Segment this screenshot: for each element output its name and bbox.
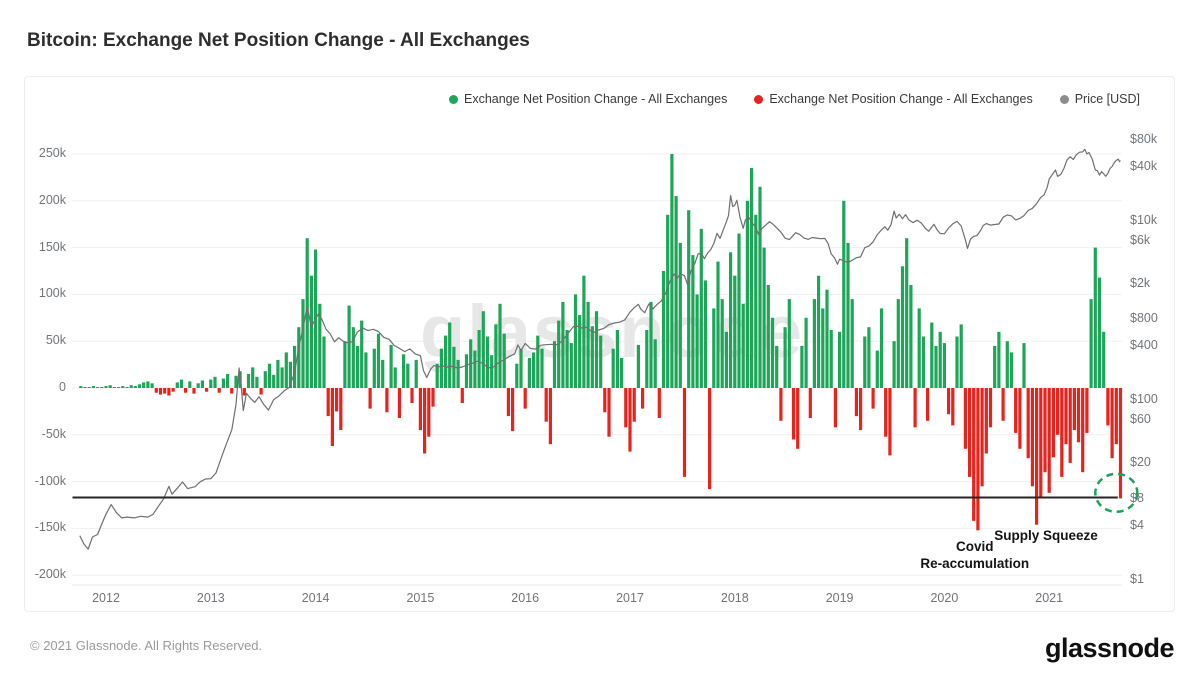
axis-tick-label: 2018 [720,591,749,605]
axis-tick-label: $4 [1130,517,1144,532]
legend-item-net-position-negative[interactable]: Exchange Net Position Change - All Excha… [754,92,1033,106]
axis-tick-label: 150k [38,239,66,254]
axis-tick-label: 2020 [930,591,959,605]
axis-tick-label: $100 [1130,392,1158,407]
axis-tick-label: 2013 [196,591,225,605]
axis-tick-label: 0 [59,380,66,394]
axis-tick-label: $2k [1130,275,1151,290]
axis-tick-label: 2019 [825,591,854,605]
axis-tick-label: 2016 [511,591,540,605]
axis-tick-label: 2014 [301,591,330,605]
net-position-bars [79,154,1123,531]
axis-tick-label: $20 [1130,455,1151,470]
axis-tick-label: $1 [1130,571,1144,586]
legend-label: Exchange Net Position Change - All Excha… [769,92,1033,106]
chart-legend: Exchange Net Position Change - All Excha… [24,92,1158,106]
legend-dot-red [754,94,764,104]
axis-tick-label: $800 [1130,311,1158,326]
annotation-supply-squeeze: Supply Squeeze [994,528,1098,543]
axis-tick-label: -100k [34,473,66,488]
legend-item-net-position-positive[interactable]: Exchange Net Position Change - All Excha… [448,92,728,106]
axis-tick-label: $80k [1130,131,1158,146]
axis-tick-label: $60 [1130,412,1151,427]
axis-tick-label: 250k [38,146,66,160]
glassnode-logo: glassnode [1044,633,1175,663]
copyright-text: © 2021 Glassnode. All Rights Reserved. [30,638,263,653]
legend-label: Exchange Net Position Change - All Excha… [463,92,728,106]
axis-tick-label: -200k [34,567,66,582]
axis-tick-label: $40k [1130,159,1158,173]
axis-tick-label: 2021 [1035,591,1064,605]
price-line [79,148,1121,550]
highlight-circle-annotation [1094,472,1139,514]
axis-tick-label: 50k [45,333,66,348]
axis-tick-label: $10k [1130,213,1158,227]
axis-tick-label: 100k [38,286,66,301]
legend-dot-gray [1059,94,1069,104]
axis-tick-label: 2015 [406,591,435,605]
axis-tick-label: 200k [38,192,66,207]
legend-label: Price [USD] [1074,92,1140,106]
axis-tick-label: 2012 [92,591,120,605]
axis-tick-label: $400 [1130,338,1158,353]
legend-dot-green [448,94,458,104]
axis-tick-label: 2017 [616,591,644,605]
axis-tick-label: $8 [1130,490,1144,505]
axis-tick-label: $6k [1130,232,1151,247]
axis-tick-label: -150k [34,520,66,535]
legend-item-price[interactable]: Price [USD] [1059,92,1140,106]
axis-tick-label: -50k [41,426,66,441]
page-title: Bitcoin: Exchange Net Position Change - … [27,30,530,51]
annotation-covid-reaccumulation: Covid Re-accumulation [920,539,1030,571]
